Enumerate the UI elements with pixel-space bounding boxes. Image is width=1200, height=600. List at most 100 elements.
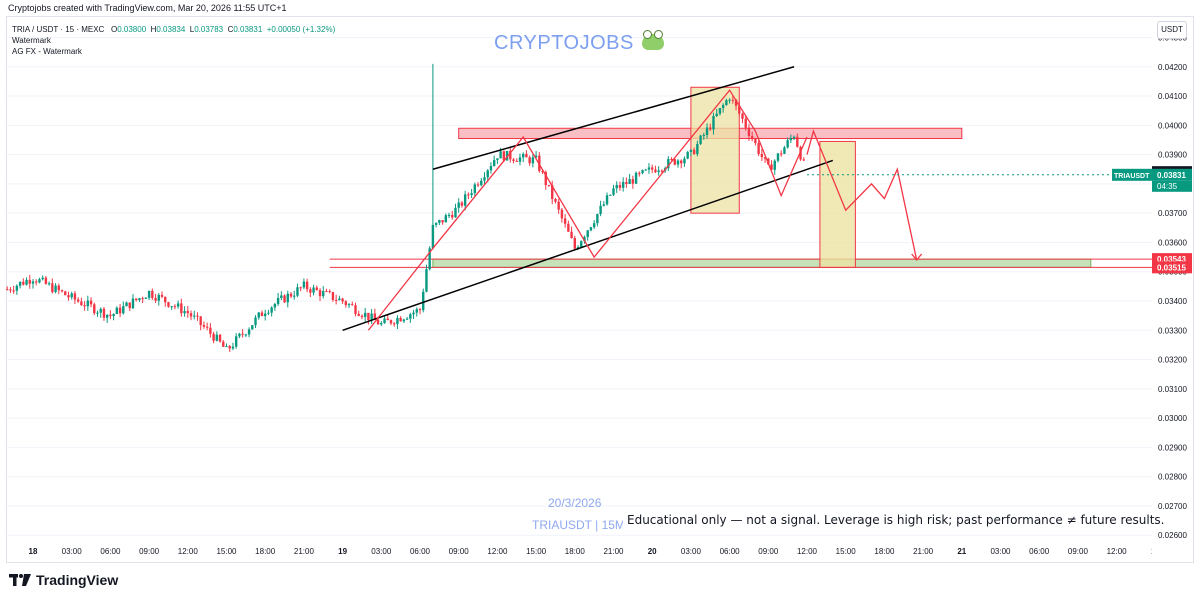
- candle-body: [609, 194, 612, 196]
- candle: [54, 283, 57, 294]
- support-zone[interactable]: [432, 258, 1092, 268]
- candle-body: [354, 305, 357, 314]
- symbol-price-tag[interactable]: TRIAUSDT: [1112, 168, 1152, 181]
- candle-body: [563, 218, 567, 224]
- candle-body: [767, 158, 770, 165]
- candle-body: [193, 315, 196, 317]
- candle: [689, 149, 693, 157]
- candle: [25, 277, 28, 286]
- candle-body: [147, 290, 151, 298]
- candle-body: [412, 312, 415, 315]
- candle: [189, 310, 193, 321]
- candle-body: [54, 285, 57, 293]
- candle: [309, 287, 312, 298]
- candle-body: [589, 227, 593, 231]
- candle-body: [99, 308, 102, 313]
- candle: [331, 291, 335, 302]
- time-tick-label: 18: [29, 547, 38, 556]
- indicator-watermark[interactable]: Watermark: [12, 36, 51, 45]
- candle-body: [554, 198, 557, 202]
- symbol-title[interactable]: TRIA / USDT · 15 · MEXC: [12, 25, 105, 34]
- candle: [115, 306, 119, 315]
- candle: [173, 304, 177, 310]
- candle: [125, 301, 128, 307]
- candle-body: [599, 205, 602, 215]
- candle-body: [489, 166, 493, 171]
- candle-body: [631, 179, 635, 184]
- projection-path[interactable]: [806, 129, 918, 261]
- candle-body: [264, 313, 267, 317]
- candle-body: [576, 247, 580, 249]
- candle: [144, 297, 148, 299]
- candle: [402, 318, 406, 324]
- candle: [64, 290, 67, 296]
- price-tick-label: 0.03200: [1158, 356, 1187, 365]
- candle-body: [299, 287, 302, 289]
- candle-body: [789, 138, 793, 141]
- candle: [399, 316, 402, 322]
- candle: [563, 213, 567, 228]
- candle-body: [328, 291, 331, 293]
- candle: [215, 331, 219, 342]
- chart-legend: TRIA / USDT · 15 · MEXC O0.03800 H0.0383…: [12, 24, 335, 57]
- candle: [322, 286, 325, 299]
- candle-body: [189, 313, 193, 317]
- indicator-agfx-watermark[interactable]: AG FX - Watermark: [12, 47, 82, 56]
- price-chart[interactable]: TRIAUSDT: [6, 17, 1152, 544]
- candle: [476, 182, 480, 188]
- candle-body: [728, 99, 731, 101]
- candle: [702, 132, 705, 140]
- tradingview-logo[interactable]: TradingView: [9, 572, 118, 588]
- candle-body: [405, 318, 409, 320]
- candle-body: [302, 281, 306, 288]
- candle-body: [138, 298, 141, 301]
- candle-body: [612, 188, 615, 195]
- candle: [544, 170, 547, 190]
- candle: [370, 309, 373, 324]
- candle-body: [634, 172, 638, 184]
- candle-body: [750, 136, 754, 140]
- candle-body: [338, 298, 341, 301]
- candle-body: [783, 147, 786, 154]
- candle: [386, 314, 389, 321]
- candle: [676, 159, 680, 168]
- last-price-tag[interactable]: 0.03831: [1152, 168, 1192, 181]
- time-tick-label: 15:00: [526, 547, 547, 556]
- level-2-tag[interactable]: 0.03515: [1152, 261, 1192, 274]
- candle-body: [67, 295, 70, 298]
- time-axis[interactable]: 18 03:00 06:00 09:00 12:00 15:00 18:00 21:00 19 0…: [6, 542, 1152, 560]
- price-axis[interactable]: 0.043000.042000.041000.040000.039000.038…: [1152, 17, 1192, 544]
- level-2-tag-text: 0.03515: [1157, 263, 1186, 272]
- candle: [434, 222, 438, 228]
- candle-body: [515, 160, 518, 162]
- wave-drawing[interactable]: [367, 89, 808, 331]
- time-tick-label: 06:00: [410, 547, 431, 556]
- candle: [293, 290, 296, 300]
- price-tick-label: 0.04200: [1158, 63, 1187, 72]
- candle-body: [73, 293, 77, 300]
- candle: [280, 291, 283, 301]
- candle-body: [367, 312, 370, 321]
- currency-selector[interactable]: USDT: [1157, 21, 1187, 39]
- candle: [470, 188, 473, 199]
- candle-body: [638, 172, 641, 174]
- candle: [351, 301, 354, 306]
- candle-body: [6, 289, 9, 291]
- candle: [680, 159, 683, 169]
- candle: [267, 309, 270, 316]
- candle: [35, 279, 38, 286]
- candle-body: [447, 215, 451, 217]
- candle: [176, 300, 180, 309]
- chart-pane[interactable]: [6, 16, 1194, 563]
- candle-body: [570, 231, 573, 239]
- candle-body: [135, 298, 138, 301]
- candle-body: [373, 313, 377, 320]
- candle-body: [260, 312, 264, 317]
- candle: [638, 171, 641, 177]
- candle: [667, 156, 670, 171]
- candle-body: [41, 277, 44, 280]
- candle: [657, 166, 660, 176]
- candle: [580, 240, 583, 248]
- channel-upper-trendline[interactable]: [432, 66, 795, 170]
- candle-body: [618, 185, 622, 188]
